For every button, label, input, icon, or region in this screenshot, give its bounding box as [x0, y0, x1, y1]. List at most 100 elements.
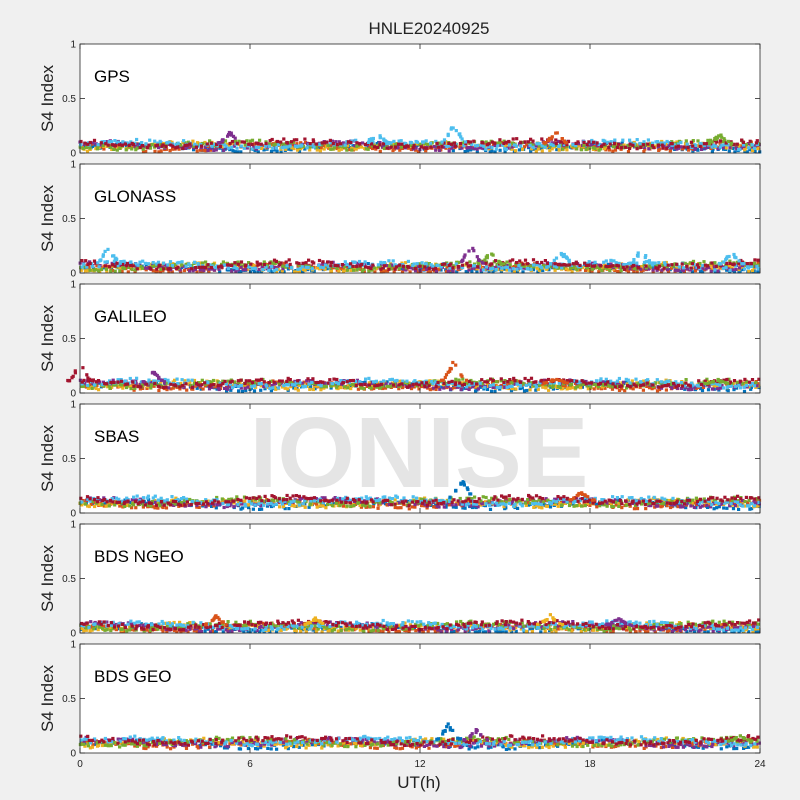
data-point	[593, 264, 597, 268]
data-point	[582, 143, 586, 148]
data-point	[151, 269, 155, 273]
data-point	[426, 270, 430, 274]
data-point	[110, 143, 114, 147]
data-point	[138, 267, 142, 271]
data-point	[543, 498, 547, 502]
data-point	[295, 498, 299, 502]
data-point	[96, 269, 101, 273]
data-point	[107, 384, 111, 388]
data-point	[478, 143, 482, 147]
data-point	[746, 500, 750, 504]
data-point	[317, 258, 322, 263]
data-point	[555, 377, 559, 382]
data-point	[519, 144, 523, 148]
data-point	[632, 383, 636, 387]
data-point	[190, 385, 195, 389]
data-point	[695, 263, 699, 267]
data-point	[138, 260, 142, 264]
data-point	[319, 384, 323, 388]
data-point	[114, 383, 118, 387]
data-point	[195, 149, 199, 153]
data-point	[100, 383, 104, 387]
data-point	[608, 264, 613, 268]
data-point	[272, 146, 276, 150]
data-point	[406, 144, 410, 148]
data-point	[728, 498, 733, 502]
data-point	[204, 260, 208, 264]
data-point	[555, 131, 559, 135]
data-point	[728, 263, 732, 268]
data-point	[296, 148, 300, 152]
data-point	[599, 147, 603, 151]
data-point	[404, 142, 408, 146]
data-point	[341, 381, 345, 385]
data-point	[688, 384, 692, 388]
data-point	[511, 258, 515, 262]
data-point	[614, 503, 618, 507]
data-point	[565, 387, 569, 391]
data-point	[221, 382, 225, 386]
data-point	[565, 379, 569, 383]
data-point	[274, 259, 278, 263]
data-point	[228, 380, 232, 384]
data-point	[587, 269, 591, 273]
data-point	[451, 126, 455, 130]
data-point	[88, 140, 92, 145]
data-point	[250, 385, 254, 389]
data-point	[732, 388, 736, 392]
data-point	[553, 268, 557, 272]
data-point	[114, 144, 118, 148]
data-point	[363, 380, 367, 384]
data-point	[257, 382, 261, 386]
data-point	[676, 383, 681, 387]
data-point	[544, 383, 548, 387]
data-point	[164, 143, 168, 147]
data-point	[233, 136, 237, 140]
data-point	[493, 150, 497, 154]
data-point	[698, 261, 702, 266]
data-point	[502, 383, 506, 387]
data-point	[369, 266, 373, 271]
data-point	[741, 140, 746, 144]
data-point	[525, 143, 529, 147]
data-point	[676, 268, 680, 273]
data-point	[351, 144, 355, 148]
data-point	[457, 260, 461, 264]
data-point	[363, 146, 367, 151]
data-point	[598, 381, 603, 385]
data-point	[226, 266, 231, 270]
data-point	[80, 382, 84, 386]
data-point	[676, 505, 680, 509]
data-point	[494, 268, 498, 272]
data-point	[670, 142, 674, 146]
data-point	[656, 140, 660, 144]
data-point	[578, 380, 582, 384]
data-point	[220, 139, 224, 143]
data-point	[704, 146, 708, 150]
data-point	[484, 147, 488, 151]
data-point	[634, 145, 638, 149]
data-point	[364, 265, 368, 269]
data-point	[335, 377, 339, 382]
data-point	[644, 260, 648, 264]
data-point	[210, 504, 214, 508]
data-point	[179, 143, 183, 147]
data-point	[642, 145, 646, 149]
data-point	[286, 376, 290, 380]
data-point	[409, 147, 413, 152]
data-point	[643, 143, 648, 147]
data-point	[446, 269, 450, 273]
data-point	[484, 261, 488, 265]
data-point	[280, 269, 284, 273]
data-point	[121, 140, 125, 144]
data-point	[237, 139, 241, 143]
data-point	[329, 260, 333, 265]
data-point	[337, 148, 341, 152]
data-point	[123, 498, 127, 502]
data-point	[159, 267, 163, 271]
data-point	[362, 269, 366, 273]
data-point	[116, 380, 120, 384]
data-point	[510, 269, 515, 273]
data-point	[475, 270, 479, 274]
